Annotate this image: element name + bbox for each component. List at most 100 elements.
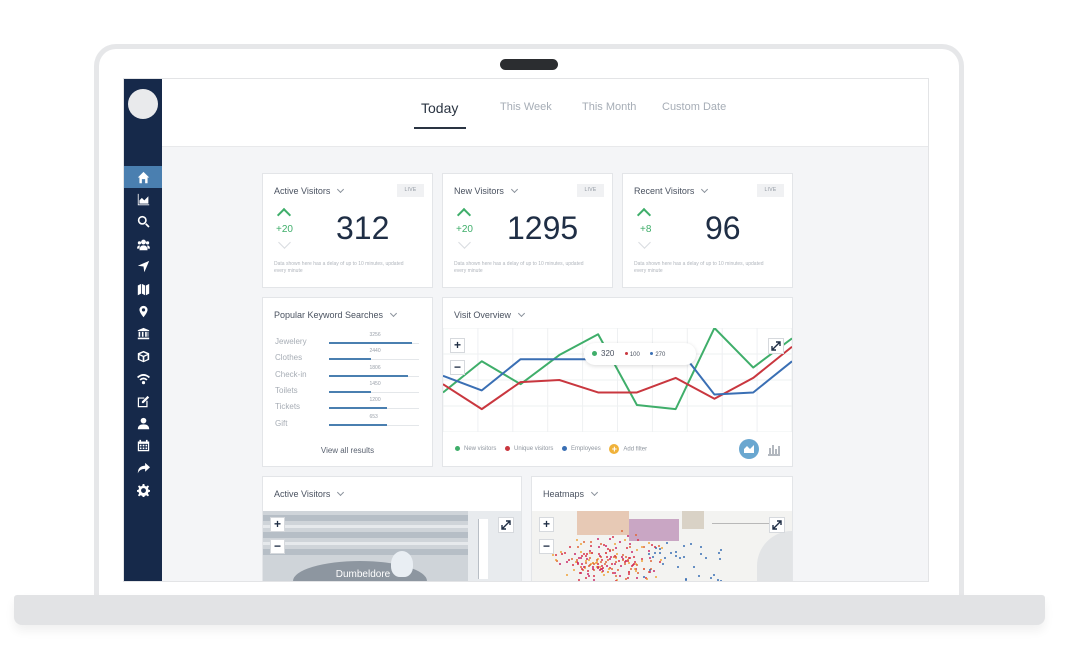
heatmap-point <box>650 560 653 562</box>
keyword-bar-track <box>329 359 419 361</box>
chevron-down-icon[interactable] <box>390 309 398 318</box>
camera-notch <box>500 59 558 70</box>
heatmap-point <box>700 553 702 556</box>
heatmap-point <box>634 560 637 563</box>
tab-this-month[interactable]: This Month <box>582 101 637 113</box>
sidebar-item-profile[interactable] <box>124 412 162 434</box>
sidebar-item-settings[interactable] <box>124 479 162 501</box>
heatmap-point <box>596 565 599 568</box>
sidebar-item-calendar[interactable] <box>124 435 162 457</box>
card-note: Data shown here has a delay of up to 10 … <box>274 261 404 274</box>
keyword-row[interactable]: Jewelery 3256 <box>275 332 425 350</box>
sidebar-item-locations[interactable] <box>124 300 162 322</box>
sidebar-item-edit[interactable] <box>124 390 162 412</box>
heatmap-point <box>658 552 661 555</box>
heatmap-point <box>599 543 602 546</box>
keyword-row[interactable]: Tickets 1200 <box>275 397 425 415</box>
heatmap-point <box>712 573 715 576</box>
avatar[interactable] <box>128 89 158 119</box>
delta-value: +20 <box>276 224 293 235</box>
heatmap-point <box>619 565 622 568</box>
heatmap-point <box>576 558 578 561</box>
bar-chart-toggle[interactable] <box>767 442 781 456</box>
chevron-down-icon[interactable] <box>701 185 709 194</box>
heatmap-point <box>584 566 587 569</box>
heatmap-point <box>589 563 591 566</box>
heatmap-point <box>620 529 623 532</box>
heatmap-point <box>600 564 603 567</box>
sidebar-item-products[interactable] <box>124 345 162 367</box>
tab-custom-date[interactable]: Custom Date <box>662 101 727 113</box>
zoom-in-button[interactable]: + <box>539 517 554 532</box>
heatmap-point <box>596 567 599 570</box>
card-title[interactable]: Active Visitors <box>274 185 345 196</box>
legend-employees[interactable]: Employees <box>562 445 601 452</box>
heatmap-point <box>604 544 607 547</box>
heatmap-point <box>580 572 583 575</box>
tooltip-new-value: 320 <box>601 349 615 358</box>
card-title[interactable]: Active Visitors <box>274 488 345 499</box>
heatmap-point <box>635 570 638 573</box>
heatmap-point <box>589 557 592 560</box>
sidebar-item-analytics[interactable] <box>124 188 162 210</box>
heatmap-point <box>598 545 600 548</box>
keyword-bar <box>329 423 387 426</box>
gear-icon <box>136 484 150 498</box>
card-title[interactable]: Popular Keyword Searches <box>274 309 398 320</box>
keyword-row[interactable]: Gift 653 <box>275 414 425 432</box>
heatmap-point <box>621 556 623 559</box>
floorplan-map[interactable]: Dumbeldore <box>263 511 521 581</box>
expand-button[interactable] <box>498 517 514 533</box>
tab-this-week[interactable]: This Week <box>500 101 552 113</box>
card-title[interactable]: Heatmaps <box>543 488 599 499</box>
series-line-unique-visitors[interactable] <box>443 345 792 411</box>
card-title[interactable]: New Visitors <box>454 185 518 196</box>
zoom-in-button[interactable]: + <box>450 338 465 353</box>
area-chart-toggle[interactable] <box>739 439 759 459</box>
zoom-out-button[interactable]: − <box>539 539 554 554</box>
zoom-in-button[interactable]: + <box>270 517 285 532</box>
heatmap-point <box>568 545 571 548</box>
plus-icon: + <box>609 444 620 454</box>
card-title[interactable]: Recent Visitors <box>634 185 709 196</box>
institution-icon <box>137 328 149 340</box>
expand-button[interactable] <box>768 338 784 354</box>
zoom-out-button[interactable]: − <box>450 360 465 375</box>
sidebar-item-home[interactable] <box>124 166 162 189</box>
sidebar-item-map[interactable] <box>124 278 162 300</box>
legend-new-visitors[interactable]: New visitors <box>455 445 496 452</box>
keyword-searches-card: Popular Keyword Searches Jewelery 3256 Clo… <box>262 297 433 467</box>
chevron-down-icon[interactable] <box>510 185 518 194</box>
chevron-down-icon[interactable] <box>590 488 599 497</box>
keyword-row[interactable]: Clothes 2440 <box>275 348 425 366</box>
keyword-bar <box>329 342 412 344</box>
sidebar-item-share[interactable] <box>124 457 162 479</box>
add-filter-button[interactable]: + Add filter <box>609 444 647 454</box>
chevron-down-icon[interactable] <box>337 488 345 497</box>
sidebar-item-wifi[interactable] <box>124 368 162 390</box>
zoom-out-button[interactable]: − <box>270 539 285 554</box>
series-line-new-visitors[interactable] <box>443 328 792 411</box>
sidebar-item-buildings[interactable] <box>124 323 162 345</box>
heatmap-point <box>632 563 635 565</box>
heatmap-point <box>599 569 602 572</box>
heatmap[interactable] <box>532 511 792 581</box>
legend-unique-visitors[interactable]: Unique visitors <box>505 445 553 452</box>
view-all-results-link[interactable]: View all results <box>320 446 375 455</box>
heatmap-point <box>625 560 628 563</box>
tab-today[interactable]: Today <box>421 100 459 116</box>
keyword-row[interactable]: Toilets 1450 <box>275 381 425 399</box>
keyword-label: Toilets <box>275 385 298 395</box>
sidebar-item-search[interactable] <box>124 211 162 233</box>
heatmap-point <box>627 573 630 576</box>
sidebar-item-navigation[interactable] <box>124 256 162 278</box>
chevron-down-icon[interactable] <box>337 185 345 194</box>
heatmap-point <box>609 567 612 570</box>
chevron-down-icon[interactable] <box>517 309 525 318</box>
sidebar-item-users[interactable] <box>124 233 162 255</box>
heatmap-point <box>630 551 633 553</box>
keyword-row[interactable]: Check-in 1806 <box>275 365 425 383</box>
card-title[interactable]: Visit Overview <box>454 309 525 320</box>
heatmap-point <box>564 551 567 554</box>
expand-button[interactable] <box>769 517 785 533</box>
